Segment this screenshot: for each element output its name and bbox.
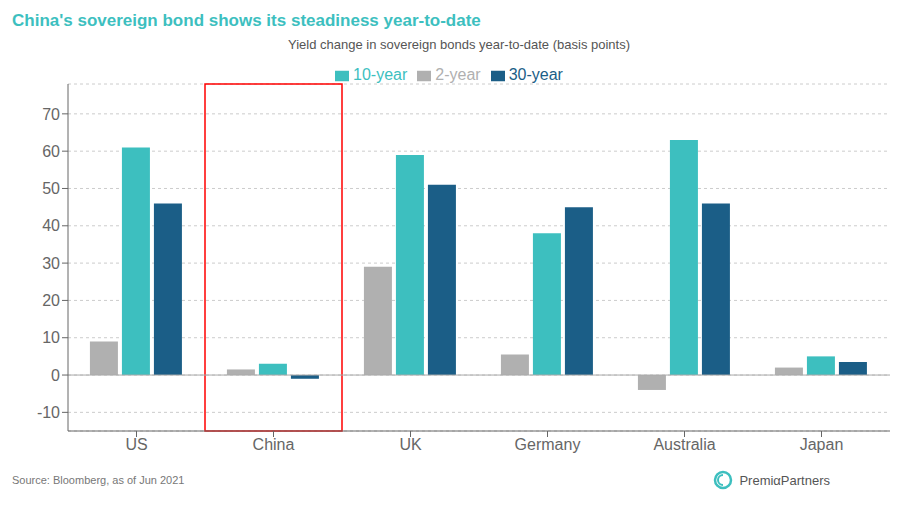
html-text:30-year: 30-year	[508, 66, 563, 83]
svg-text:20: 20	[42, 292, 60, 309]
svg-text:40: 40	[42, 217, 60, 234]
svg-text:60: 60	[42, 143, 60, 160]
html-text:PremiαPartners: PremiαPartners	[739, 472, 830, 488]
svg-text:Australia: Australia	[653, 436, 715, 453]
svg-text:70: 70	[42, 106, 60, 123]
svg-text:50: 50	[42, 180, 60, 197]
svg-text:-10: -10	[37, 404, 60, 421]
svg-text:UK: UK	[399, 436, 422, 453]
svg-text:30: 30	[42, 255, 60, 272]
svg-text:US: US	[125, 436, 147, 453]
html-text:Yield change in sovereign bond: Yield change in sovereign bonds year-to-…	[288, 37, 630, 52]
svg-text:10: 10	[42, 329, 60, 346]
html-text:Source: Bloomberg, as of Jun 2: Source: Bloomberg, as of Jun 2021	[12, 474, 185, 486]
svg-text:0: 0	[51, 367, 60, 384]
html-text:2-year: 2-year	[435, 66, 481, 83]
html-text:10-year: 10-year	[353, 66, 408, 83]
html-text:China's sovereign bond shows i: China's sovereign bond shows its steadin…	[12, 11, 481, 30]
svg-text:Germany: Germany	[515, 436, 581, 453]
svg-text:Japan: Japan	[800, 436, 844, 453]
svg-text:China: China	[253, 436, 295, 453]
